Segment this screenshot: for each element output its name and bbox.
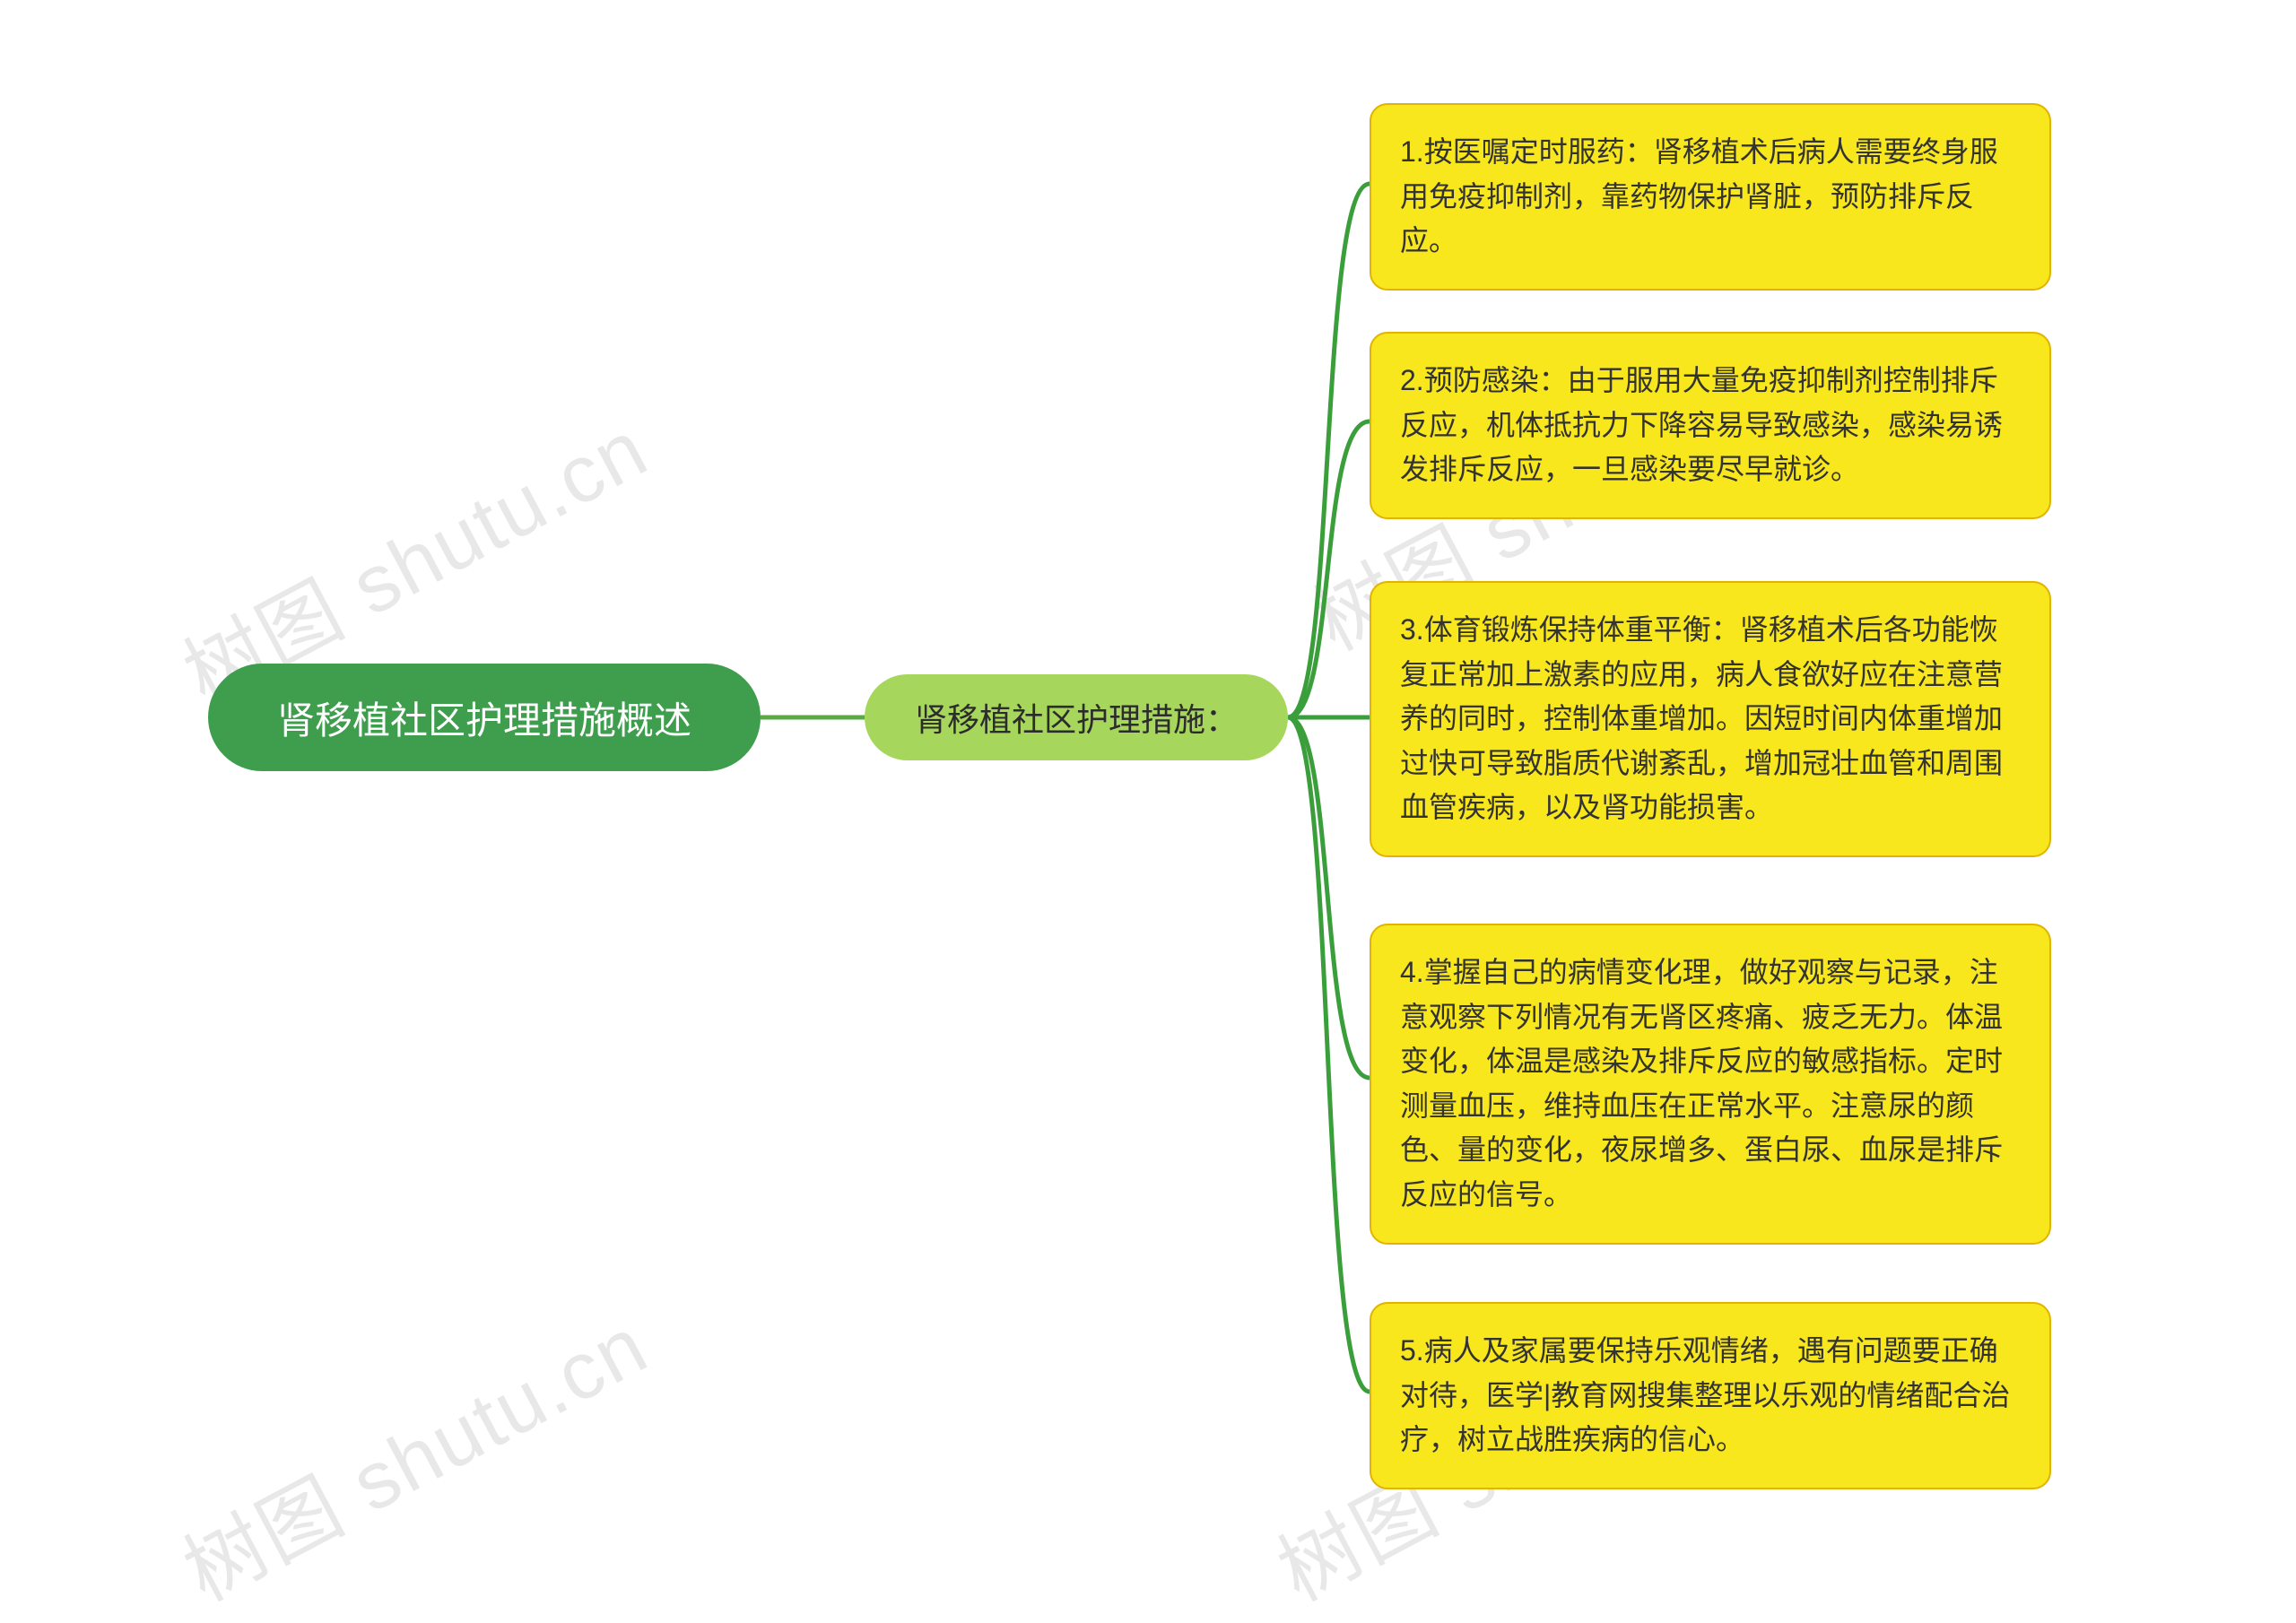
branch-node[interactable]: 肾移植社区护理措施： (865, 674, 1288, 760)
watermark: 树图 shutu.cn (161, 1281, 665, 1623)
leaf-node-4[interactable]: 4.掌握自己的病情变化理，做好观察与记录，注意观察下列情况有无肾区疼痛、疲乏无力… (1370, 924, 2051, 1245)
leaf-node-1[interactable]: 1.按医嘱定时服药：肾移植术后病人需要终身服用免疫抑制剂，靠药物保护肾脏，预防排… (1370, 103, 2051, 291)
connector-branch-leaf-2 (1288, 421, 1370, 717)
connector-branch-leaf-1 (1288, 184, 1370, 717)
root-node[interactable]: 肾移植社区护理措施概述 (208, 664, 761, 771)
connector-branch-leaf-4 (1288, 717, 1370, 1078)
mindmap-canvas: 树图 shutu.cn 树图 shutu.cn 树图 shutu.cn 树图 s… (0, 0, 2296, 1525)
leaf-node-3[interactable]: 3.体育锻炼保持体重平衡：肾移植术后各功能恢复正常加上激素的应用，病人食欲好应在… (1370, 581, 2051, 857)
leaf-node-5[interactable]: 5.病人及家属要保持乐观情绪，遇有问题要正确对待，医学|教育网搜集整理以乐观的情… (1370, 1302, 2051, 1489)
leaf-node-2[interactable]: 2.预防感染：由于服用大量免疫抑制剂控制排斥反应，机体抵抗力下降容易导致感染，感… (1370, 332, 2051, 519)
connector-branch-leaf-5 (1288, 717, 1370, 1392)
